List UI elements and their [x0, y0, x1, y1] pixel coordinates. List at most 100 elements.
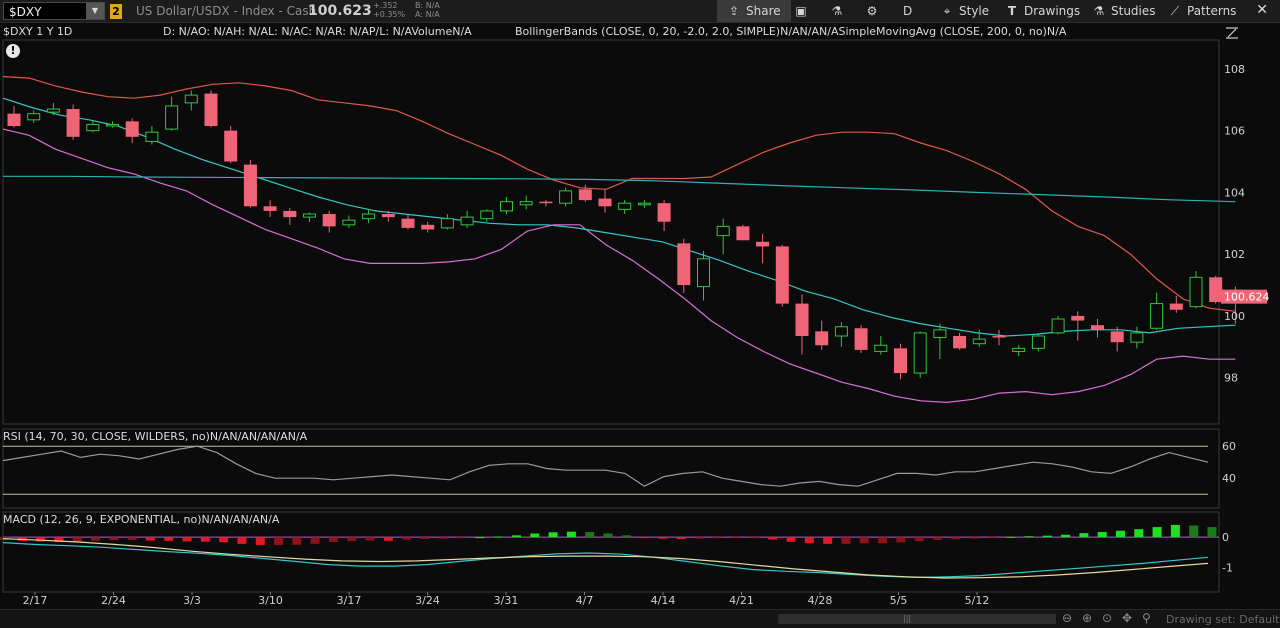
link-group-badge[interactable]: 2	[110, 4, 122, 19]
macd-histogram-bar	[823, 537, 833, 544]
macd-tick-label: -1	[1222, 562, 1233, 575]
axes: 108 106 104 102 100 98 100.624 60 40 0 -1 2/17 2/24 3…	[23, 63, 1270, 607]
alert-info-icon[interactable]: !	[6, 44, 20, 58]
macd-histogram-bar	[896, 537, 906, 543]
flask-button[interactable]: ⚗	[830, 0, 849, 22]
timeframe-label: D	[903, 4, 913, 18]
drawings-button[interactable]: T Drawings	[1005, 0, 1080, 22]
date-tick-label: 3/10	[258, 594, 283, 607]
rsi-legend: RSI (14, 70, 30, CLOSE, WILDERS, no)N/AN…	[3, 430, 308, 443]
candle-body-down	[1169, 303, 1183, 310]
macd-histogram-bar	[987, 537, 997, 539]
macd-histogram-bar	[109, 537, 119, 541]
candle-body-up	[460, 216, 474, 226]
macd-histogram-bar	[1079, 533, 1089, 538]
macd-histogram-bar	[91, 537, 101, 541]
zoom-out-icon[interactable]: ⊖	[1062, 611, 1073, 625]
candle-body-up	[165, 105, 179, 130]
candle-body-up	[1150, 303, 1164, 329]
candle-body-down	[125, 121, 139, 137]
last-price-tag-label: 100.624	[1224, 291, 1270, 304]
candle-body-down	[756, 241, 770, 247]
candle-body-up	[500, 201, 513, 212]
macd-histogram-bar	[1115, 530, 1125, 538]
candle-body-down	[1071, 315, 1085, 321]
macd-histogram-bar	[493, 536, 503, 538]
maximize-panel-icon[interactable]	[1224, 26, 1240, 40]
gear-icon: ⚙	[866, 4, 878, 18]
candle-body-up	[1130, 332, 1144, 343]
scroll-thumb[interactable]: |||	[778, 614, 1056, 624]
macd-histogram-bar	[786, 537, 796, 542]
macd-histogram-bar	[731, 537, 741, 539]
macd-histogram-bar	[72, 537, 82, 542]
candle-body-down	[7, 113, 21, 127]
date-tick-label: 4/14	[651, 594, 676, 607]
candle-body-up	[480, 210, 494, 220]
macd-histogram-bar	[841, 537, 851, 544]
candle-body-up	[362, 213, 376, 220]
candle-body-down	[283, 210, 297, 218]
candle-body-down	[66, 109, 80, 137]
macd-histogram-bar	[402, 537, 412, 540]
candle-body-up	[874, 344, 888, 352]
sma-200-line	[3, 175, 1236, 203]
symbol-selector[interactable]: $DXY ▼	[3, 2, 105, 20]
macd-histogram-bar	[695, 537, 705, 539]
macd-histogram-bar	[658, 537, 668, 539]
macd-panel	[0, 524, 1219, 579]
symbol-dropdown-icon[interactable]: ▼	[86, 3, 104, 19]
macd-histogram-bar	[274, 537, 284, 546]
macd-histogram-bar	[511, 535, 521, 538]
symbol-input[interactable]: $DXY	[9, 5, 42, 19]
macd-histogram-bar	[200, 537, 210, 542]
close-icon[interactable]: ✕	[1256, 2, 1268, 18]
date-tick-label: 2/24	[101, 594, 126, 607]
rsi-frame	[2, 428, 1220, 509]
macd-histogram-bar	[383, 537, 393, 541]
rsi-tick-label: 40	[1222, 472, 1236, 485]
macd-frame	[2, 511, 1220, 593]
macd-histogram-bar	[54, 537, 64, 543]
macd-histogram-bar	[127, 537, 137, 540]
candle-body-up	[46, 108, 60, 113]
fit-icon[interactable]: ⊙	[1102, 611, 1113, 625]
macd-histogram-bar	[676, 537, 686, 539]
candle-body-up	[342, 219, 356, 226]
candle-body-up	[1031, 335, 1045, 349]
zoom-in-icon[interactable]: ⊕	[1082, 611, 1093, 625]
pan-icon[interactable]: ✥	[1122, 611, 1133, 625]
instrument-description: US Dollar/USDX - Index - Cash	[136, 4, 317, 18]
macd-histogram-bar	[1152, 527, 1162, 538]
rsi-line	[2, 445, 1209, 487]
rsi-panel	[2, 445, 1209, 495]
macd-histogram-bar	[310, 537, 320, 544]
candle-body-up	[1051, 318, 1065, 334]
share-button[interactable]: ⇪ Share	[717, 0, 791, 22]
macd-histogram-bar	[1207, 527, 1217, 538]
candle-body-down	[795, 303, 809, 336]
timeframe-button[interactable]: D	[903, 0, 912, 22]
macd-histogram-bar	[1097, 531, 1107, 538]
patterns-button[interactable]: ⟋ Patterns	[1168, 0, 1237, 22]
price-tick-label: 106	[1224, 125, 1245, 138]
candle-body-up	[637, 202, 651, 206]
last-price: 100.623	[308, 3, 372, 19]
time-scrollbar[interactable]: ||| ⊖ ⊕ ⊙ ✥ ⚲ Drawing set: Default	[0, 609, 1280, 628]
pin-icon[interactable]: ⚲	[1142, 611, 1151, 625]
chart-settings-button[interactable]: ▣	[794, 0, 813, 22]
macd-signal-line	[2, 538, 1209, 579]
macd-histogram-bar	[255, 537, 265, 546]
gear-button[interactable]: ⚙	[865, 0, 884, 22]
macd-histogram-bar	[1134, 529, 1144, 538]
net-change: +.352	[373, 1, 398, 10]
macd-histogram-bar	[1024, 536, 1034, 538]
candle-body-up	[1012, 347, 1026, 352]
macd-histogram-bar	[548, 532, 558, 538]
macd-histogram-bar	[1170, 524, 1180, 538]
date-tick-label: 2/17	[23, 594, 48, 607]
candle-body-down	[421, 224, 435, 230]
style-button[interactable]: ⌖ Style	[940, 0, 990, 22]
studies-button[interactable]: ⚗ Studies	[1092, 0, 1156, 22]
